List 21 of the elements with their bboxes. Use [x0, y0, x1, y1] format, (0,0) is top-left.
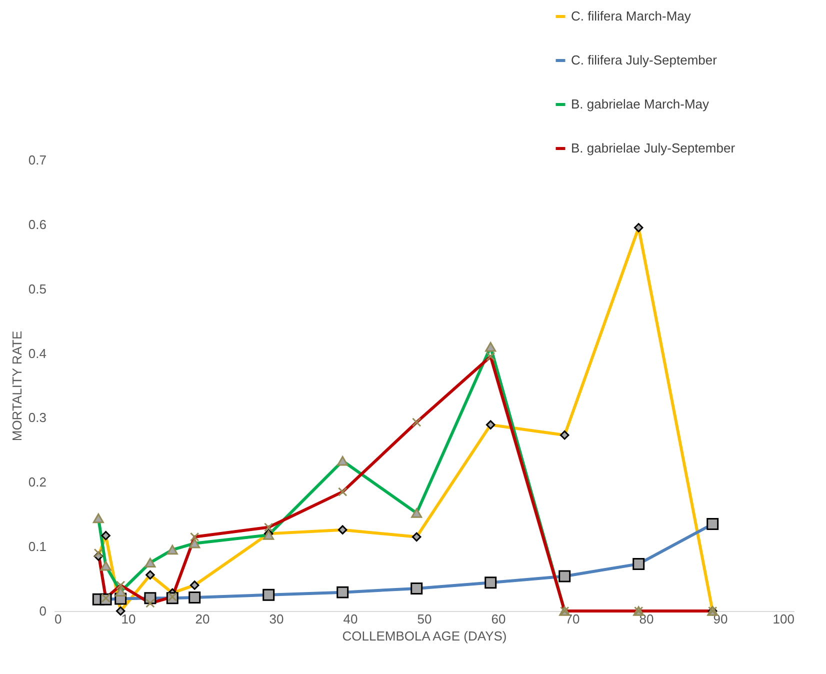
- x-tick-label: 100: [772, 612, 794, 626]
- y-tick-label: 0.3: [28, 410, 46, 426]
- y-tick-label: 0.2: [28, 474, 46, 490]
- x-tick-label: 40: [343, 612, 358, 626]
- legend-label: C. filifera July-September: [571, 52, 718, 68]
- legend-label: C. filifera March-May: [571, 8, 692, 24]
- legend-label: B. gabrielae March-May: [571, 96, 710, 112]
- x-tick-label: 0: [54, 612, 62, 626]
- x-tick-label: 50: [417, 612, 432, 626]
- y-tick-label: 0.6: [28, 216, 46, 232]
- x-tick-label: 60: [491, 612, 506, 626]
- legend-label: B. gabrielae July-September: [571, 140, 736, 156]
- y-tick-label: 0.1: [28, 539, 46, 554]
- x-tick-label: 10: [121, 612, 136, 626]
- y-axis-title: MORTALITY RATE: [9, 330, 24, 442]
- y-tick-label: 0.5: [28, 281, 46, 296]
- y-tick-label: 0.7: [28, 152, 46, 168]
- x-tick-label: 20: [195, 612, 210, 626]
- x-axis-title: COLLEMBOLA AGE (DAYS): [342, 628, 507, 644]
- x-tick-label: 30: [269, 612, 284, 626]
- y-tick-label: 0.4: [28, 346, 46, 361]
